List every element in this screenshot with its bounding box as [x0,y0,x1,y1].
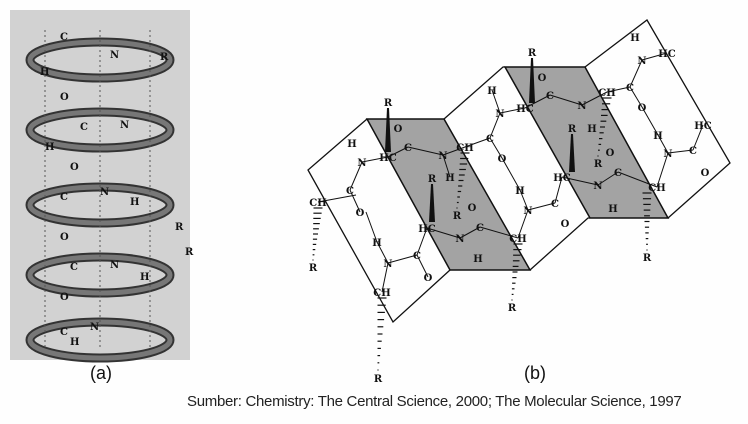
atom-label: N [495,109,504,120]
atom-label: R [643,253,652,264]
atom-label: C [476,223,484,234]
atom-label: HC [516,104,533,115]
source-caption: Sumber: Chemistry: The Central Science, … [187,393,682,410]
solid-wedge-bond [429,184,435,222]
shaded-plane [365,118,532,271]
atom-label: C [486,134,494,145]
atom-label: CH [648,183,665,194]
atom-label: HC [553,173,570,184]
atom-label: C [60,32,68,43]
atom-label: O [60,92,69,103]
bonds [317,52,704,293]
atom-label: C [70,262,78,273]
atom-label: H [653,131,662,142]
atom-label: N [90,322,99,333]
atom-label: R [594,159,603,170]
atom-label: N [577,101,586,112]
panel-a-label: (a) [90,363,112,383]
atom-label: R [185,247,194,258]
atom-label: H [445,173,454,184]
atom-label: CH [509,234,526,245]
atom-label: R [374,374,383,385]
atom-label: HC [694,121,711,132]
atom-label: CH [373,288,390,299]
atom-label: N [100,187,109,198]
atom-label: O [701,168,710,179]
solid-wedge-bond [529,58,535,103]
atom-label: O [538,73,547,84]
atom-label: R [160,52,169,63]
atom-label: N [120,120,129,131]
atom-label: H [473,254,482,265]
atom-label: R [175,222,184,233]
atom-label: O [60,232,69,243]
atom-label: R [508,303,517,314]
atom-label: O [70,162,79,173]
atom-label: HC [418,224,435,235]
atom-label: R [453,211,462,222]
atom-label: H [130,197,139,208]
atom-label: H [372,238,381,249]
atom-label: HC [658,49,675,60]
atom-label: O [394,124,403,135]
atom-label: HC [379,153,396,164]
atom-label: O [606,148,615,159]
atom-label: C [60,192,68,203]
atom-label: N [455,234,464,245]
atom-label: R [428,174,437,185]
atom-label: C [614,168,622,179]
atom-label: O [356,208,365,219]
panel-b-label: (b) [524,363,546,383]
atom-label: H [347,139,356,150]
solid-wedge-bond [385,108,391,152]
atom-label: H [487,86,496,97]
atom-label: H [608,204,617,215]
atom-label: O [424,273,433,284]
atom-label: O [60,292,69,303]
shaded-plane [503,66,670,219]
atom-label: N [523,206,532,217]
atom-label: C [551,199,559,210]
atom-label: H [515,186,524,197]
atom-label: N [438,151,447,162]
atom-label: CH [598,88,615,99]
atom-label: H [70,337,79,348]
atom-label: C [689,146,697,157]
atom-label: C [626,83,634,94]
atom-label: C [346,186,354,197]
atom-label: CH [309,198,326,209]
atom-label: H [40,67,49,78]
atom-label: O [498,154,507,165]
atom-label: R [568,124,577,135]
atom-label: CH [456,143,473,154]
atom-label: N [357,158,366,169]
atom-label: R [528,48,537,59]
atom-label: N [663,149,672,160]
atom-label: H [45,142,54,153]
atom-label: C [413,251,421,262]
atom-label: N [110,260,119,271]
atom-label: C [80,122,88,133]
atom-label: C [546,91,554,102]
atom-label: H [630,33,639,44]
atom-label: O [561,219,570,230]
atom-label: H [587,124,596,135]
solid-wedge-bond [569,134,575,172]
atom-label: O [638,103,647,114]
atom-label: C [60,327,68,338]
atom-label: N [110,50,119,61]
atom-label: H [140,272,149,283]
atom-label: N [637,56,646,67]
atom-label: O [468,203,477,214]
atom-label: C [404,143,412,154]
sheet-outline [307,19,731,324]
atom-label: N [383,259,392,270]
atom-label: R [384,98,393,109]
atom-label: N [593,181,602,192]
atom-label: R [309,263,318,274]
